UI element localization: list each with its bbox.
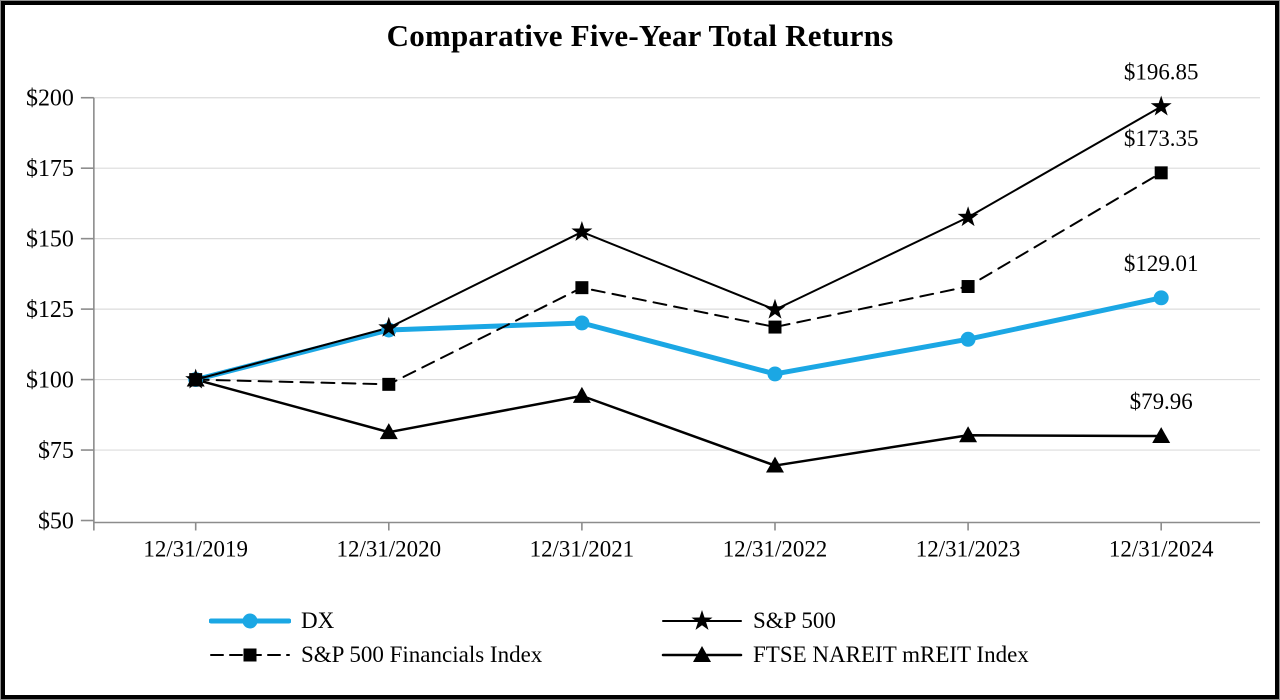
x-tick-label: 12/31/2021 xyxy=(530,536,635,561)
square-marker-icon xyxy=(575,281,589,295)
circle-marker-icon xyxy=(242,613,258,628)
y-tick-label: $50 xyxy=(38,509,74,535)
y-tick-label: $150 xyxy=(26,227,74,253)
circle-marker-icon xyxy=(574,315,590,331)
series-markers-ftse-nareit-mreit-index xyxy=(186,370,1171,473)
triangle-marker-icon xyxy=(959,426,978,443)
y-tick-label: $125 xyxy=(26,297,74,323)
triangle-marker-icon xyxy=(572,386,591,403)
legend-label-ftse-nareit-mreit: FTSE NAREIT mREIT Index xyxy=(753,641,1029,667)
star-marker-icon xyxy=(571,220,593,241)
star-marker-icon xyxy=(691,609,713,630)
legend: DX S&P 500 S&P 500 Financials Index FTSE… xyxy=(209,604,1029,671)
legend-label-sp500: S&P 500 xyxy=(753,607,836,633)
triangle-marker-icon xyxy=(693,645,711,662)
series-line-s-p-500-financials-index xyxy=(194,171,1163,386)
square-marker-icon xyxy=(768,320,782,334)
y-tick-label: $75 xyxy=(38,438,74,464)
series-line-dx xyxy=(193,295,1164,383)
circle-marker-icon xyxy=(960,331,976,347)
legend-item-sp500-financials: S&P 500 Financials Index xyxy=(209,638,661,671)
series-markers-dx xyxy=(188,290,1169,388)
x-tick-label: 12/31/2020 xyxy=(337,536,442,561)
series-markers-s-p-500-financials-index xyxy=(189,166,1168,391)
square-marker-icon xyxy=(961,280,975,293)
series-end-label-ftse-nareit-mreit-index: $79.96 xyxy=(1130,389,1193,414)
dx-line-circle-icon xyxy=(209,613,291,628)
series-line-s-p-500 xyxy=(194,105,1163,381)
square-marker-icon xyxy=(243,648,257,661)
chart-title: Comparative Five-Year Total Returns xyxy=(386,18,894,53)
legend-item-dx: DX xyxy=(209,604,661,637)
series-line-ftse-nareit-mreit-index xyxy=(194,378,1163,467)
y-tick-label: $175 xyxy=(26,156,74,182)
square-marker-icon xyxy=(382,377,396,391)
sp500-line-star-icon xyxy=(662,609,742,630)
square-marker-icon xyxy=(189,373,203,387)
sp500-financials-dashed-square-icon xyxy=(210,648,290,661)
x-tick-label: 12/31/2019 xyxy=(143,536,248,561)
legend-item-sp500: S&P 500 xyxy=(661,604,1029,637)
series-end-label-dx: $129.01 xyxy=(1124,251,1199,276)
star-marker-icon xyxy=(957,206,979,227)
triangle-marker-icon xyxy=(1152,427,1171,444)
square-marker-icon xyxy=(1154,166,1168,180)
star-marker-icon xyxy=(1150,95,1172,116)
x-tick-label: 12/31/2023 xyxy=(916,536,1021,561)
star-marker-icon xyxy=(764,298,786,319)
series-end-label-s-p-500-financials-index: $173.35 xyxy=(1124,126,1199,151)
x-tick-label: 12/31/2024 xyxy=(1109,536,1214,561)
legend-label-sp500-financials: S&P 500 Financials Index xyxy=(301,641,543,667)
circle-marker-icon xyxy=(1153,290,1169,306)
y-tick-label: $100 xyxy=(26,368,74,394)
x-tick-label: 12/31/2022 xyxy=(723,536,828,561)
y-tick-label: $200 xyxy=(26,86,74,112)
ftse-nareit-mreit-line-triangle-icon xyxy=(661,645,743,662)
circle-marker-icon xyxy=(767,366,783,382)
series-end-label-s-p-500: $196.85 xyxy=(1124,60,1199,85)
triangle-marker-icon xyxy=(766,456,784,473)
star-marker-icon xyxy=(378,316,400,337)
legend-item-ftse-nareit-mreit: FTSE NAREIT mREIT Index xyxy=(661,638,1029,671)
triangle-marker-icon xyxy=(379,423,398,440)
legend-label-dx: DX xyxy=(301,607,335,633)
